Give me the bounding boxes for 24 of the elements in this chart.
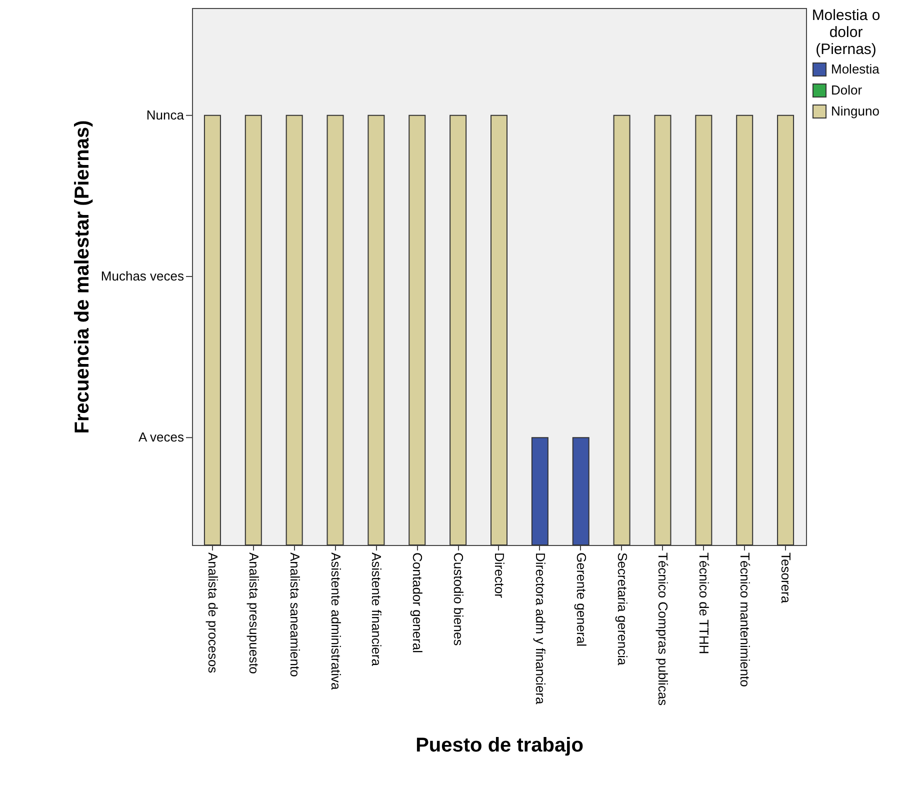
x-tick-label: Técnico de TTHH: [696, 552, 712, 654]
x-tick-label: Asistente financiera: [369, 552, 384, 667]
text: Muchas veces: [100, 268, 184, 284]
x-tick-label: Analista presupuesto: [246, 552, 262, 674]
text: A veces: [138, 430, 184, 445]
x-tick-label: Gerente general: [574, 552, 589, 647]
legend-label: Molestia: [831, 62, 880, 76]
x-tick-label: Directora adm y financiera: [532, 552, 548, 705]
x-tick-label: Custodio bienes: [451, 552, 466, 646]
legend-title: Molestia o dolor (Piernas): [812, 7, 880, 58]
y-axis-title: Frecuencia de malestar (Piernas): [72, 120, 94, 434]
legend-label: Ninguno: [831, 104, 880, 118]
x-tick-label: Contador general: [410, 552, 426, 654]
x-tick-label: Director: [492, 552, 507, 599]
x-tick-label: Asistente administrativa: [328, 552, 344, 691]
text: Nunca: [146, 107, 185, 122]
x-tick-label: Analista de procesos: [205, 552, 220, 674]
x-tick-label: Secretaria gerencia: [614, 552, 630, 666]
x-axis-title: Puesto de trabajo: [416, 734, 584, 757]
x-tick-label: Tesorera: [778, 552, 794, 604]
x-tick-label: Técnico Compras publicas: [656, 552, 671, 706]
legend-label: Dolor: [831, 82, 863, 98]
x-tick-label: Técnico mantenimiento: [738, 552, 753, 687]
x-tick-label: Analista saneamiento: [287, 552, 302, 677]
